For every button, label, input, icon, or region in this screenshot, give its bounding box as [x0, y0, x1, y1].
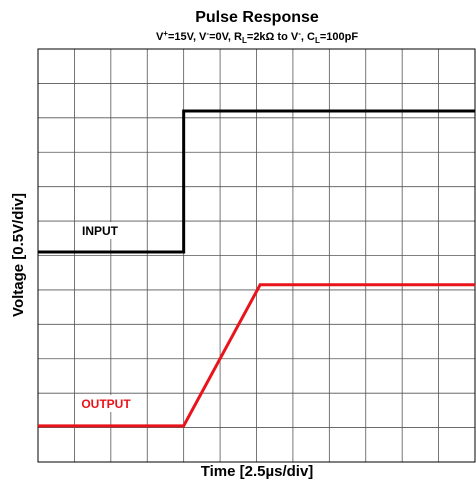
subtitle-sup: +: [163, 29, 168, 38]
series-label: INPUT: [82, 224, 119, 238]
subtitle-sub: L: [315, 36, 320, 45]
chart-subtitle: V+=15V, V-=0V, RL=2kΩ to V-, CL=100pF: [156, 29, 358, 45]
series-line: [38, 109, 475, 254]
subtitle-part: V: [156, 31, 164, 43]
subtitle-sup: -: [206, 29, 209, 38]
label-background: [75, 395, 137, 412]
label-background: [75, 222, 125, 239]
subtitle-sub: L: [242, 36, 247, 45]
x-axis-label: Time [2.5µs/div]: [201, 463, 314, 480]
y-axis-label: Voltage [0.5V/div]: [10, 193, 27, 317]
plot-frame: [37, 48, 476, 463]
chart-title: Pulse Response: [195, 9, 319, 26]
subtitle-part: =0V, R: [209, 31, 242, 43]
subtitle-part: =15V, V: [168, 31, 207, 43]
series-line: [38, 283, 475, 428]
series-label: OUTPUT: [81, 397, 131, 411]
subtitle-sup: -: [298, 29, 301, 38]
subtitle-part: =100pF: [320, 31, 358, 43]
subtitle-part: =2kΩ to V: [247, 31, 299, 43]
subtitle-part: , C: [301, 31, 315, 43]
